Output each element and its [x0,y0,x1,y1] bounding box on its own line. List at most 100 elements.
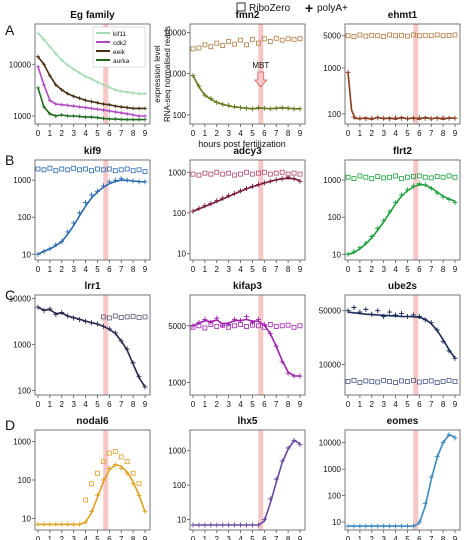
polya-point [261,180,267,186]
ribozero-point [214,169,220,175]
ribozero-point [405,174,410,180]
ribozero-point [89,168,94,174]
series-point-kif11 [53,51,58,56]
polya-point [363,523,369,529]
ribozero-point [291,170,297,176]
polya-point [106,326,112,332]
panel-letter-a: A [5,22,15,38]
y-axis-label-line1: expression level [153,45,162,103]
series-point-aurka [131,117,136,122]
x-tick-label: 1 [203,535,208,540]
polya-point [399,310,404,316]
legend-label-eeik: eeik [113,49,126,56]
x-tick-label: 3 [381,535,386,540]
polya-point [261,105,267,111]
ribozero-point [232,172,238,178]
polya-point [94,188,100,194]
polya-point [255,316,261,322]
polya-point [363,306,369,312]
polya-point [410,183,416,189]
polya-point [142,509,148,515]
ribozero-point [118,454,124,460]
mbt-arrow-icon [253,71,268,88]
series-point-cdk2 [77,104,82,109]
ribozero-point [410,32,416,38]
ribozero-point [393,173,398,179]
mbt-band [413,24,419,124]
x-tick-label: 7 [429,535,434,540]
ribozero-point [112,449,118,454]
polya-point [291,373,297,379]
polya-point [351,305,357,311]
ribozero-point [208,171,214,177]
x-tick-label: 6 [107,400,112,409]
polya-point [232,522,238,528]
mbt-band [413,295,419,395]
polya-point [232,316,238,322]
x-tick-label: 0 [36,129,41,138]
series-point-kif11 [131,90,136,95]
polya-point [238,188,244,194]
ribozero-point [428,33,434,39]
polya-point [387,116,393,122]
ribozero-point [446,173,452,179]
chart-title: kifap3 [233,281,262,292]
polya-point [202,522,208,528]
series-point-eeik [53,82,58,87]
x-tick-label: 9 [298,265,303,274]
series-point-aurka [95,115,100,120]
polya-point [208,319,214,325]
ribozero-point [35,166,41,172]
y-tick-label: 1000 [168,70,186,79]
x-tick-label: 8 [131,400,136,409]
polya-point [399,115,404,121]
polya-point [214,198,220,204]
x-tick-label: 4 [393,265,398,274]
ribozero-point [369,32,375,38]
y-tick-label: 10 [332,518,341,527]
y-tick-label: 10000 [164,28,187,37]
y-tick-label: 10 [332,250,341,259]
ribozero-point [226,39,232,44]
y-tick-label: 10000 [319,439,342,448]
ribozero-point [250,36,255,42]
polya-point [279,176,285,182]
polya-point [345,308,351,314]
series-point-cdk2 [143,113,147,118]
series-point-cdk2 [71,104,76,109]
ribozero-point [428,378,434,384]
x-tick-label: 0 [191,535,196,540]
x-tick-label: 7 [429,265,434,274]
y-tick-label: 100 [173,209,187,218]
series-point-kif11 [143,91,147,96]
series-point-kif11 [89,76,94,81]
x-tick-label: 3 [71,535,76,540]
x-tick-label: 7 [429,400,434,409]
x-tick-label: 4 [393,400,398,409]
mbt-band [413,160,419,260]
polya-point [136,374,142,380]
polya-point [238,522,244,528]
polya-point [136,492,142,498]
series-point-cdk2 [59,102,64,107]
ribozero-point [440,174,446,180]
ribozero-point [357,32,363,38]
y-tick-label: 10 [22,250,31,259]
polya-point [77,210,83,216]
ribozero-point [446,32,452,38]
polya-point [71,521,77,527]
polya-point [393,312,399,318]
polya-point [285,370,291,376]
polya-point [226,522,232,528]
polya-point [452,115,458,121]
x-tick-label: 4 [238,400,243,409]
ribozero-point [422,379,428,384]
polya-point [130,360,136,366]
plot-frame [344,159,461,261]
ribozero-point [416,33,422,39]
polya-point [238,105,244,111]
polya-point [428,116,434,122]
x-tick-label: 0 [36,400,41,409]
chart-ehmt1: ehmt1 100 1000 5000 0 1 2 3 4 5 6 7 8 9 [323,10,461,138]
